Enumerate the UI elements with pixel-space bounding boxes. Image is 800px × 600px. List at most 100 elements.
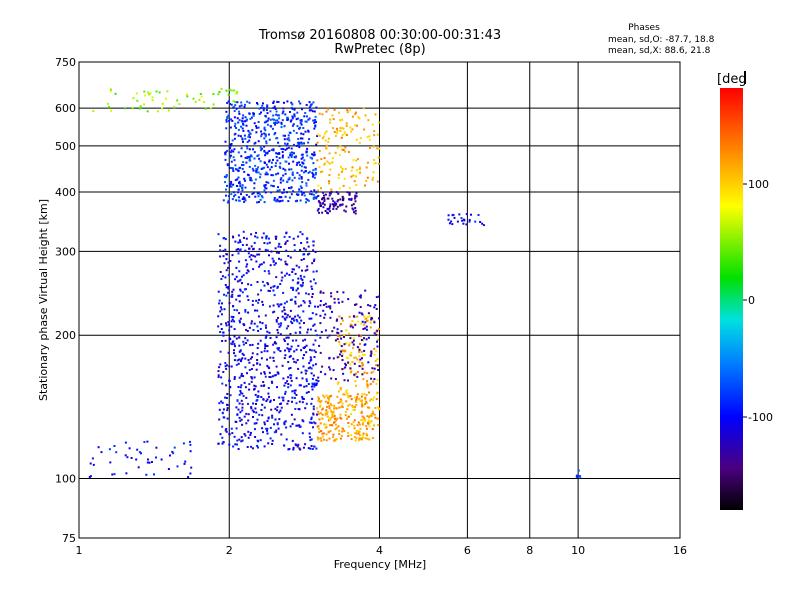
echo-point xyxy=(231,432,234,435)
echo-point xyxy=(284,390,287,393)
echo-point xyxy=(236,399,239,402)
echo-point xyxy=(357,116,360,119)
echo-point xyxy=(375,331,378,334)
echo-point xyxy=(355,400,358,403)
echo-point xyxy=(278,189,281,192)
echo-point xyxy=(226,201,229,204)
echo-point xyxy=(357,158,359,161)
echo-point xyxy=(304,166,307,169)
echo-point xyxy=(350,351,353,354)
echo-point xyxy=(312,244,315,247)
echo-point xyxy=(375,333,378,336)
echo-point xyxy=(300,165,303,168)
echo-point xyxy=(240,155,243,158)
echo-point xyxy=(230,89,233,92)
echo-point xyxy=(264,154,267,157)
echo-point xyxy=(226,149,229,152)
echo-point xyxy=(328,174,331,177)
echo-point xyxy=(295,118,298,121)
echo-point xyxy=(328,399,330,402)
echo-point xyxy=(284,160,287,163)
echo-point xyxy=(357,421,360,424)
echo-point xyxy=(281,191,284,194)
echo-point xyxy=(340,350,343,353)
echo-point xyxy=(339,323,342,326)
echo-point xyxy=(254,407,257,410)
echo-point xyxy=(260,384,263,387)
echo-point xyxy=(268,138,271,141)
echo-point xyxy=(336,200,339,203)
echo-point xyxy=(286,314,289,317)
echo-point xyxy=(290,413,293,416)
echo-point xyxy=(306,115,308,118)
echo-point xyxy=(325,439,328,442)
echo-point xyxy=(277,245,280,248)
echo-point xyxy=(481,222,484,225)
echo-point xyxy=(366,386,369,389)
echo-point xyxy=(89,462,92,465)
echo-point xyxy=(313,278,315,281)
echo-point xyxy=(241,189,244,192)
echo-point xyxy=(270,166,273,169)
echo-point xyxy=(261,414,264,417)
echo-point xyxy=(328,417,331,420)
echo-point xyxy=(255,170,258,173)
echo-point xyxy=(237,169,240,172)
echo-point xyxy=(301,181,304,184)
echo-point xyxy=(373,396,376,399)
echo-point xyxy=(231,198,234,201)
echo-point xyxy=(238,182,240,184)
echo-point xyxy=(579,476,582,479)
echo-point xyxy=(247,299,250,301)
echo-point xyxy=(317,184,320,187)
echo-point xyxy=(308,432,311,435)
echo-point xyxy=(366,176,369,179)
echo-point xyxy=(377,121,380,124)
echo-point xyxy=(376,334,379,337)
echo-point xyxy=(316,425,319,428)
echo-point xyxy=(337,173,340,176)
echo-point xyxy=(261,236,264,239)
echo-point xyxy=(339,401,342,403)
echo-point xyxy=(263,189,266,192)
echo-point xyxy=(322,407,324,410)
echo-point xyxy=(285,438,288,441)
echo-point xyxy=(356,346,359,349)
echo-point xyxy=(240,147,243,150)
x-tick-label: 4 xyxy=(376,544,383,557)
echo-point xyxy=(356,395,359,398)
echo-point xyxy=(302,300,305,302)
echo-point xyxy=(284,382,287,384)
echo-point xyxy=(299,326,302,329)
echo-point xyxy=(228,443,231,446)
echo-point xyxy=(349,109,351,112)
echo-point xyxy=(279,350,282,353)
echo-point xyxy=(111,473,114,476)
echo-point xyxy=(314,115,317,118)
echo-point xyxy=(332,127,335,130)
echo-point xyxy=(366,136,369,139)
echo-point xyxy=(220,328,223,330)
echo-point xyxy=(110,109,113,112)
echo-point xyxy=(246,173,249,176)
echo-point xyxy=(281,154,284,157)
echo-point xyxy=(302,365,305,368)
echo-point xyxy=(285,327,288,330)
echo-point xyxy=(273,121,276,124)
echo-point xyxy=(334,134,337,137)
echo-point xyxy=(377,424,380,427)
echo-point xyxy=(155,90,158,93)
echo-point xyxy=(306,265,309,268)
echo-point xyxy=(113,473,116,476)
echo-point xyxy=(301,191,304,194)
echo-point xyxy=(240,440,243,443)
echo-point xyxy=(236,443,238,446)
echo-point xyxy=(272,114,275,117)
echo-point xyxy=(189,440,191,443)
echo-point xyxy=(346,417,348,420)
echo-point xyxy=(266,427,269,430)
echo-point xyxy=(287,386,290,389)
echo-point xyxy=(365,328,368,331)
echo-point xyxy=(230,149,233,152)
echo-point xyxy=(189,450,192,453)
